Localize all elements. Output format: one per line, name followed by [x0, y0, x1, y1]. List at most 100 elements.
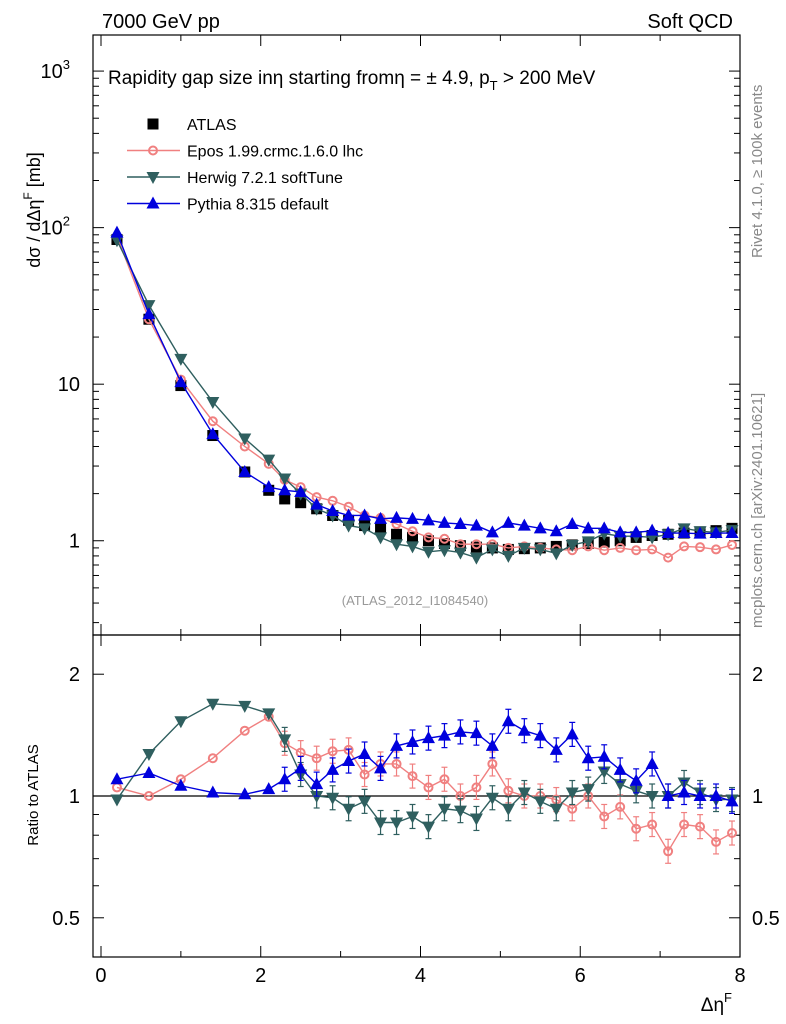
main-pythia-point — [709, 526, 723, 539]
main-epos-point — [423, 532, 434, 543]
main-atlas-point — [470, 541, 482, 553]
ratio-epos-point — [647, 819, 658, 830]
legend-atlas-marker — [147, 118, 159, 130]
main-epos-point — [727, 539, 738, 550]
main-pythia-point — [693, 526, 707, 539]
main-herwig-point — [374, 532, 388, 545]
header-right: Soft QCD — [647, 11, 733, 33]
ratio-herwig-point — [581, 784, 595, 797]
main-y-axis-label-main: dσ / dΔη — [24, 200, 44, 268]
main-herwig-point — [437, 545, 451, 558]
ratio-pythia-point — [206, 785, 220, 798]
x-tick-label: 8 — [734, 965, 745, 987]
main-y-tick-label: 10 — [58, 374, 80, 396]
ratio-pythia-point — [501, 714, 515, 727]
main-pythia-point — [142, 307, 156, 320]
ratio-pythia-point — [174, 778, 188, 791]
main-herwig-point — [142, 300, 156, 313]
main-epos-point — [663, 552, 674, 563]
main-pythia-point — [174, 375, 188, 388]
ratio-epos-point — [359, 769, 370, 780]
ratio-pythia-point — [278, 772, 292, 785]
watermark: (ATLAS_2012_I1084540) — [342, 593, 488, 608]
main-herwig-point — [581, 536, 595, 549]
main-herwig-point — [485, 544, 499, 557]
ratio-pythia-point — [597, 749, 611, 762]
legend-epos-marker — [148, 145, 158, 156]
ratio-epos-point — [615, 801, 626, 812]
main-atlas-point — [454, 540, 466, 552]
x-axis-label-main: Δη — [701, 995, 724, 1016]
ratio-epos-point — [599, 811, 610, 822]
legend-herwig-marker — [146, 172, 160, 184]
ratio-pythia-point — [142, 765, 156, 778]
main-pythia-point — [206, 427, 220, 440]
ratio-herwig-point — [342, 803, 356, 816]
ratio-pythia-point — [549, 742, 563, 755]
main-epos-point — [599, 545, 610, 556]
ratio-herwig-point — [278, 734, 292, 747]
ratio-epos-point — [327, 746, 338, 757]
main-pythia-point — [661, 526, 675, 539]
x-tick-label: 6 — [575, 965, 586, 987]
ratio-pythia-point — [485, 738, 499, 751]
main-atlas-point — [295, 497, 307, 509]
ratio-pythia-point — [421, 731, 435, 744]
ratio-pythia-point — [725, 794, 739, 807]
ratio-epos-point — [471, 782, 482, 793]
ratio-herwig-point — [310, 791, 324, 803]
ratio-pythia-point — [661, 789, 675, 801]
ratio-herwig-point — [110, 794, 124, 807]
ratio-pythia-point — [262, 782, 276, 795]
ratio-pythia-point — [406, 734, 420, 747]
ratio-herwig-point — [238, 700, 252, 713]
ratio-pythia-point — [294, 761, 308, 774]
ratio-epos-point — [679, 819, 690, 830]
ratio-epos-point — [143, 791, 154, 801]
header-left: 7000 GeV pp — [102, 11, 220, 33]
ratio-pythia-point — [677, 785, 691, 798]
main-epos-point — [631, 545, 642, 556]
x-axis-label: ΔηF — [701, 990, 732, 1016]
ratio-pythia-point — [469, 726, 483, 739]
main-epos-point — [207, 416, 218, 427]
main-herwig-point — [549, 548, 563, 561]
ratio-pythia-point — [390, 738, 404, 751]
main-pythia-point — [629, 525, 643, 538]
main-y-tick-base: 10 — [41, 218, 63, 240]
main-epos-point — [471, 539, 482, 550]
main-pythia-point — [406, 511, 420, 524]
main-pythia-point — [677, 526, 691, 539]
main-y-axis-label-sup: F — [21, 192, 35, 199]
main-y-tick-exp: 2 — [63, 214, 70, 229]
chart-title-sub: T — [490, 78, 498, 93]
main-pythia-point — [262, 480, 276, 493]
side-label-bottom: mcplots.cern.ch [arXiv:2401.10621] — [749, 393, 766, 628]
main-atlas-point — [502, 543, 514, 555]
main-herwig-point — [110, 235, 124, 248]
ratio-panel: 0 2 4 6 8 2 2 1 1 0.5 0.5 — [52, 634, 780, 987]
ratio-epos-point — [207, 753, 218, 764]
main-herwig-point — [469, 552, 483, 565]
ratio-herwig-point — [421, 821, 435, 834]
main-herwig-point — [262, 454, 276, 467]
chart-title-tail: > 200 MeV — [498, 68, 596, 89]
main-pythia-point — [342, 508, 356, 521]
main-pythia-point — [581, 521, 595, 534]
ratio-pythia-point — [581, 751, 595, 764]
side-label-top: Rivet 4.1.0, ≥ 100k events — [749, 85, 766, 258]
ratio-pythia-point — [342, 754, 356, 767]
main-pythia-point — [110, 225, 124, 238]
ratio-herwig-point — [358, 796, 372, 809]
ratio-herwig-point — [597, 766, 611, 779]
legend-pythia-marker — [146, 196, 160, 209]
ratio-pythia-point — [533, 728, 547, 741]
ratio-pythia-point — [517, 723, 531, 736]
ratio-herwig-point — [262, 708, 276, 721]
ratio-y-axis-label: Ratio to ATLAS — [25, 744, 42, 845]
ratio-pythia-point — [565, 727, 579, 740]
main-herwig-point — [174, 353, 188, 366]
ratio-epos-point — [663, 846, 674, 857]
ratio-y-tick-label: 1 — [69, 786, 80, 808]
